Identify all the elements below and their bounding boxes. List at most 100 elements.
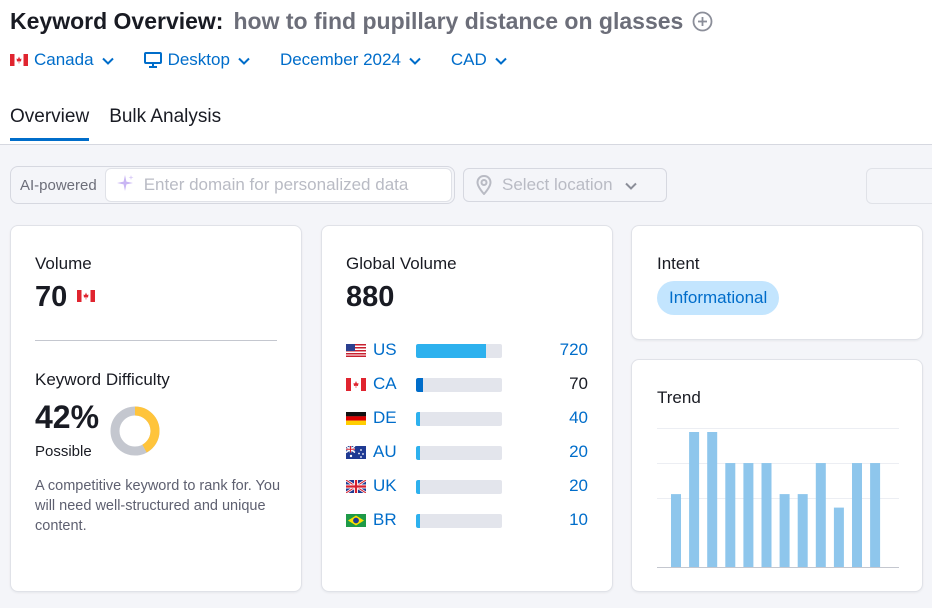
top-bar: Keyword Overview: how to find pupillary …: [0, 0, 932, 145]
chevron-down-icon: [495, 50, 507, 70]
page-title: Keyword Overview:: [10, 8, 224, 34]
volume-bar-fill: [416, 514, 421, 528]
canada-flag-icon: [10, 54, 28, 66]
trend-bar[interactable]: [689, 432, 700, 567]
location-select-placeholder: Select location: [502, 175, 613, 194]
currency-filter[interactable]: CAD: [451, 50, 507, 70]
ai-domain-box: AI-powered: [10, 166, 455, 204]
keyword-difficulty-description: A competitive keyword to rank for. You w…: [35, 478, 281, 534]
country-volume-value: 70: [569, 374, 588, 393]
trend-bar[interactable]: [815, 463, 826, 567]
country-volume-value[interactable]: 10: [569, 510, 588, 529]
country-code[interactable]: DE: [373, 408, 397, 427]
plus-circle-icon[interactable]: [691, 11, 713, 33]
volume-label: Volume: [35, 254, 92, 273]
br-flag-icon: [346, 513, 366, 527]
country-row-us: US 720: [346, 333, 590, 367]
trend-chart: [657, 428, 899, 568]
intent-card: Intent Informational: [631, 225, 923, 340]
filter-bar: Canada Desktop December 2024 CAD: [10, 50, 537, 70]
volume-bar-track: [416, 446, 502, 460]
country-volume-value[interactable]: 20: [569, 476, 588, 495]
trend-bar[interactable]: [833, 507, 844, 567]
global-volume-label: Global Volume: [346, 254, 457, 273]
country-row-uk: UK 20: [345, 469, 590, 503]
location-pin-icon: [476, 175, 492, 195]
volume-bar-track: [416, 480, 502, 494]
chevron-down-icon: [624, 175, 637, 195]
country-code[interactable]: CA: [373, 374, 397, 393]
global-volume-card: Global Volume 880 US 720 CA 70 DE 40 AU 20 UK 20 B…: [321, 225, 613, 592]
global-volume-total: 880: [346, 281, 395, 313]
volume-bar-fill: [416, 412, 421, 426]
domain-input[interactable]: [143, 175, 434, 195]
tab-bar: Overview Bulk Analysis: [10, 106, 241, 141]
desktop-icon: [143, 52, 162, 68]
country-code[interactable]: US: [373, 340, 397, 359]
trend-bar[interactable]: [852, 463, 862, 567]
canada-flag-icon: [77, 289, 96, 307]
keyword-difficulty-value: 42%: [35, 399, 100, 435]
sparkle-icon: [116, 174, 134, 197]
trend-bar[interactable]: [671, 494, 681, 567]
country-row-de: DE 40: [346, 401, 590, 435]
keyword-difficulty-label: Keyword Difficulty: [35, 370, 170, 389]
intent-badge: Informational: [657, 281, 780, 315]
tab-overview[interactable]: Overview: [10, 106, 90, 141]
trend-bar[interactable]: [797, 494, 808, 567]
country-code[interactable]: UK: [373, 476, 397, 495]
volume-value-row: 70: [35, 281, 96, 314]
volume-bar-track: [416, 514, 502, 528]
volume-bar-track: [416, 378, 502, 392]
tab-bulk-analysis[interactable]: Bulk Analysis: [109, 106, 222, 127]
currency-filter-label: CAD: [450, 50, 487, 69]
trend-bar[interactable]: [779, 494, 790, 567]
country-row-ca: CA 70: [346, 367, 590, 401]
volume-bar-fill: [416, 378, 423, 392]
country-code[interactable]: AU: [373, 442, 397, 461]
trend-bar[interactable]: [761, 463, 772, 567]
ca-flag-icon: [346, 377, 366, 391]
country-filter[interactable]: Canada: [10, 50, 114, 70]
card-divider: [35, 340, 277, 341]
volume-value: 70: [35, 281, 68, 313]
difficulty-donut-chart: [109, 405, 161, 462]
date-filter[interactable]: December 2024: [280, 50, 421, 70]
volume-card: Volume 70 Keyword Difficulty 42% Possibl…: [10, 225, 302, 592]
us-flag-icon: [346, 343, 366, 357]
donut-fill: [110, 406, 160, 456]
ai-powered-label: AI-powered: [20, 176, 97, 194]
volume-bar-fill: [416, 480, 421, 494]
trend-bar[interactable]: [743, 463, 754, 567]
location-select[interactable]: Select location: [463, 168, 667, 202]
intent-label: Intent: [657, 254, 700, 273]
country-volume-value[interactable]: 720: [559, 340, 588, 359]
country-volume-value[interactable]: 20: [569, 442, 588, 461]
page-title-row: Keyword Overview: how to find pupillary …: [10, 8, 713, 35]
chevron-down-icon: [409, 50, 421, 70]
volume-bar-fill: [416, 446, 421, 460]
volume-bar-fill: [416, 344, 487, 358]
trend-bar[interactable]: [870, 463, 881, 567]
trend-bar[interactable]: [707, 432, 718, 567]
country-code[interactable]: BR: [373, 510, 397, 529]
chevron-down-icon: [101, 50, 114, 70]
trend-bar[interactable]: [725, 463, 736, 567]
device-filter-label: Desktop: [167, 50, 230, 69]
uk-flag-icon: [345, 478, 367, 494]
trend-label: Trend: [657, 388, 701, 407]
date-filter-label: December 2024: [279, 50, 401, 69]
country-volume-value[interactable]: 40: [569, 408, 588, 427]
device-filter[interactable]: Desktop: [143, 50, 250, 70]
toolbar-button[interactable]: [866, 168, 932, 204]
country-row-au: AU 20: [345, 435, 590, 469]
au-flag-icon: [345, 444, 366, 459]
volume-bar-track: [416, 412, 502, 426]
country-filter-label: Canada: [34, 50, 94, 69]
trend-card: Trend: [631, 359, 923, 592]
country-row-br: BR 10: [346, 503, 590, 537]
country-volume-list: US 720 CA 70 DE 40 AU 20 UK 20 BR 10: [345, 333, 590, 537]
de-flag-icon: [346, 411, 366, 425]
ai-input-wrapper: [104, 168, 452, 202]
chevron-down-icon: [238, 50, 250, 70]
